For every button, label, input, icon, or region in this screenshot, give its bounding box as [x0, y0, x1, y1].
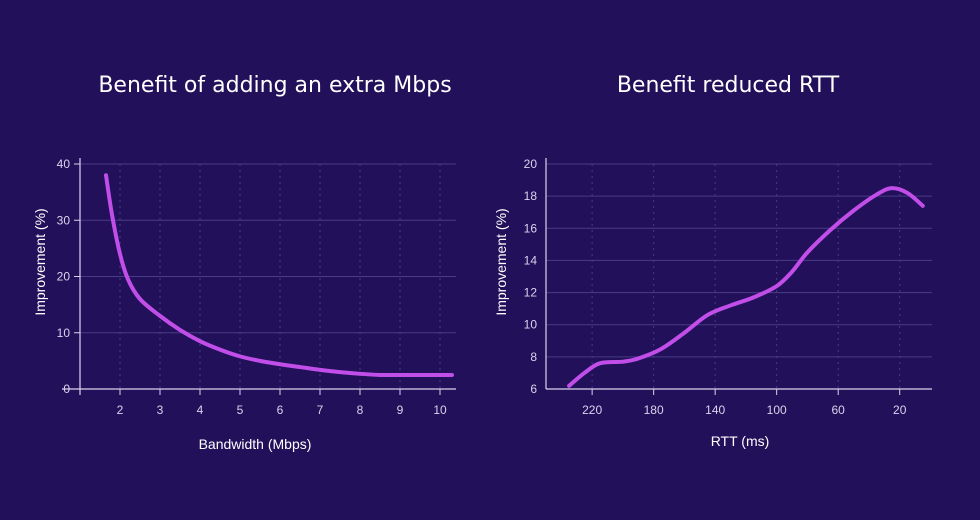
- x-axis-label-rtt: RTT (ms): [711, 433, 770, 449]
- y-tick-label: 16: [524, 221, 538, 235]
- y-tick-label: 20: [524, 157, 538, 171]
- ticks-bandwidth: 0 10 20 30 40 2 3 4 5 6 7 8 9 10: [57, 157, 447, 417]
- y-tick-label: 12: [524, 286, 538, 300]
- series-line-bandwidth: [104, 173, 454, 378]
- x-tick-label: 10: [433, 403, 447, 417]
- y-tick-label: 14: [524, 253, 538, 267]
- x-tick-label: 3: [157, 403, 164, 417]
- axes-rtt: [545, 158, 932, 395]
- y-tick-label: 40: [57, 157, 71, 171]
- ticks-rtt: 6 8 10 12 14 16 18 20 220 180 140 100 60 20: [524, 157, 907, 417]
- chart-title-bandwidth: Benefit of adding an extra Mbps: [98, 73, 451, 98]
- y-tick-label: 30: [57, 213, 71, 227]
- x-tick-label: 7: [317, 403, 324, 417]
- x-tick-label: 4: [197, 403, 204, 417]
- grid-rtt: [546, 163, 932, 389]
- x-tick-label: 8: [357, 403, 364, 417]
- x-tick-label: 9: [397, 403, 404, 417]
- x-axis-label-bandwidth: Bandwidth (Mbps): [199, 436, 312, 452]
- y-tick-label: 10: [524, 318, 538, 332]
- y-tick-label: 18: [524, 189, 538, 203]
- y-axis-label-bandwidth: Improvement (%): [32, 208, 48, 315]
- x-tick-label: 6: [277, 403, 284, 417]
- y-tick-label: 20: [57, 270, 71, 284]
- chart-title-rtt: Benefit reduced RTT: [617, 73, 840, 98]
- y-tick-label: 6: [530, 382, 537, 396]
- y-tick-label: 0: [63, 382, 70, 396]
- x-tick-label: 220: [582, 403, 602, 417]
- y-tick-label: 10: [57, 326, 71, 340]
- x-tick-label: 2: [117, 403, 124, 417]
- x-tick-label: 5: [237, 403, 244, 417]
- bandwidth-chart: Benefit of adding an extra Mbps 0 10 20 30 4…: [32, 73, 456, 452]
- y-axis-label-rtt: Improvement (%): [493, 208, 509, 315]
- rtt-chart: Benefit reduced RTT 6 8 10 12 14 16 18 20 220 180…: [493, 73, 932, 449]
- x-tick-label: 180: [644, 403, 664, 417]
- x-tick-label: 20: [893, 403, 907, 417]
- x-tick-label: 100: [767, 403, 787, 417]
- y-tick-label: 8: [530, 350, 537, 364]
- axes-bandwidth: [62, 158, 456, 395]
- x-tick-label: 140: [705, 403, 725, 417]
- series-line-rtt: [567, 186, 925, 388]
- grid-bandwidth: [80, 163, 456, 389]
- x-tick-label: 60: [832, 403, 846, 417]
